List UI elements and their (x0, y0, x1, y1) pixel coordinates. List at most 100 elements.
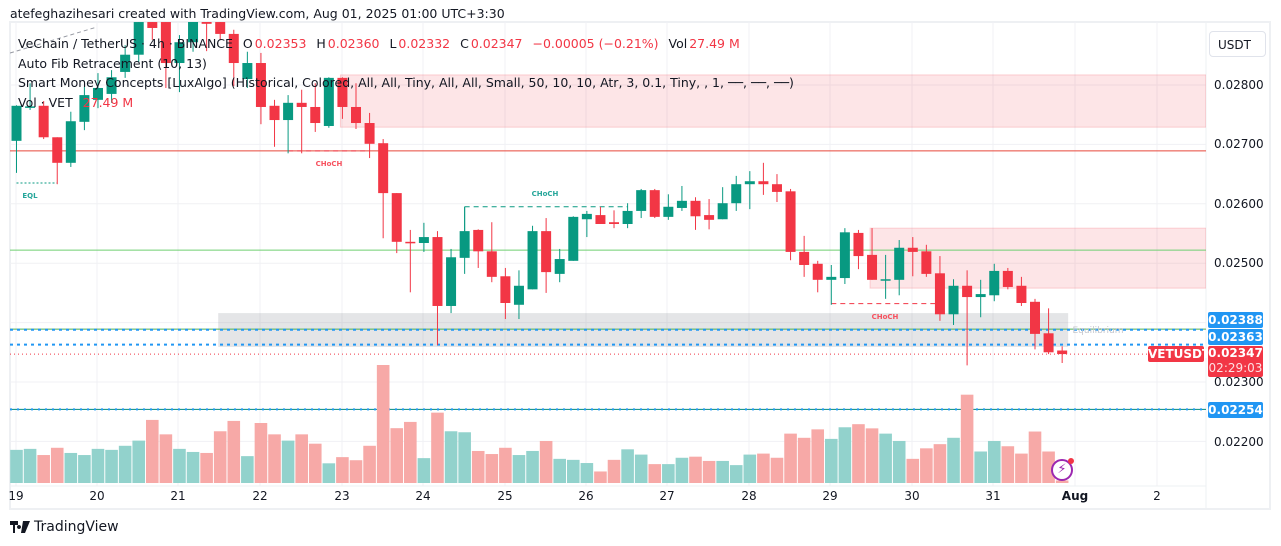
eql-label: EQL (22, 192, 38, 200)
volume-bar (471, 450, 485, 483)
time-tick: 30 (904, 489, 920, 503)
volume-bar (295, 434, 308, 483)
choch-label: CHoCH (315, 160, 343, 168)
notification-dot (1068, 458, 1074, 464)
volume-bar (417, 458, 431, 483)
volume-bar (241, 456, 254, 483)
candle-body (120, 54, 131, 72)
candle-body (25, 106, 36, 108)
candle-body (147, 22, 158, 28)
volume-bar (825, 438, 838, 483)
candle-body (785, 191, 796, 252)
change-value: −0.00005 (−0.21%) (532, 36, 659, 51)
indicator-smc[interactable]: Smart Money Concepts [LuxAlgo] (Historic… (18, 75, 794, 90)
volume-bar (716, 460, 729, 483)
lightning-alert-button[interactable]: ⚡ (1051, 458, 1074, 481)
volume-bar (987, 440, 1001, 483)
candle-body (92, 87, 103, 100)
equilibrium-zone (218, 313, 1069, 347)
candle-body (690, 200, 701, 217)
tradingview-logo[interactable]: TradingView (10, 519, 119, 535)
candle-body (513, 285, 524, 305)
volume-bar (404, 421, 417, 483)
lightning-icon: ⚡ (1057, 462, 1067, 477)
volume-bar (906, 458, 920, 483)
close-label: C (460, 36, 469, 51)
time-tick: 24 (415, 489, 431, 503)
candle-body (391, 193, 402, 242)
candle-body (676, 200, 687, 208)
volume-bar (78, 455, 91, 483)
equilibrium-label: Equilibrium (1072, 326, 1124, 336)
last-price-badge: 0.02347 02:29:03 (1208, 346, 1263, 377)
time-tick: 28 (741, 489, 757, 503)
volume-label: Vol (668, 36, 688, 51)
volume-bar (539, 440, 553, 483)
volume-bar (960, 394, 974, 483)
brand-name: TradingView (34, 519, 119, 535)
symbol-title[interactable]: VeChain / TetherUS · 4h · BINANCE (18, 36, 233, 51)
fib-trend-line (10, 26, 98, 54)
chart-legend: VeChain / TetherUS · 4h · BINANCE O 0.023… (18, 34, 794, 112)
candle-body (160, 22, 171, 64)
legend-symbol-row: VeChain / TetherUS · 4h · BINANCE O 0.023… (18, 34, 794, 54)
volume-bar (50, 447, 64, 483)
low-label: L (389, 36, 397, 51)
volume-bar (132, 440, 146, 483)
volume-bar (974, 451, 987, 483)
candle-body (446, 257, 457, 306)
volume-bar (607, 459, 621, 483)
candle-body (541, 231, 552, 273)
candle-body (948, 285, 959, 315)
volume-bar (675, 457, 689, 483)
candle-body (296, 102, 307, 107)
volume-bar (566, 459, 580, 483)
candle-body (554, 259, 565, 274)
candle-body (867, 254, 878, 280)
candle-body (432, 237, 443, 306)
time-tick: 23 (334, 489, 350, 503)
candle-body (595, 215, 606, 224)
open-label: O (242, 36, 253, 51)
currency-button[interactable]: USDT (1209, 31, 1266, 57)
candle-body (215, 22, 226, 34)
volume-bar (23, 448, 37, 483)
volume-bar (499, 447, 512, 483)
volume-bar (757, 453, 770, 483)
volume-bar (621, 449, 634, 483)
candle-body (1043, 333, 1054, 353)
candle-body (527, 231, 538, 290)
candle-body (255, 63, 266, 107)
indicator-fib[interactable]: Auto Fib Retracement (10, 13) (18, 55, 207, 71)
premium-supply-zone (339, 74, 1206, 128)
candle-body (894, 247, 905, 280)
candle-body (717, 203, 728, 220)
candle-body (771, 184, 782, 192)
price-tick: 0.02700 (1214, 137, 1264, 151)
candle-body (323, 77, 334, 126)
volume-bar (37, 455, 50, 483)
price-tick: 0.02800 (1214, 78, 1264, 92)
volume-bar (1055, 480, 1069, 483)
volume-bar (227, 420, 241, 483)
volume-bar (390, 428, 404, 483)
volume-bar (743, 454, 757, 483)
volume-bar (947, 437, 960, 483)
volume-bar (594, 471, 607, 483)
candle-body (405, 241, 416, 244)
candle-body (758, 181, 769, 185)
price-badge-0.02388: 0.02388 (1208, 312, 1263, 328)
indicator-volume[interactable]: Vol · VET 27.49 M (18, 93, 794, 113)
volume-bar (254, 423, 268, 483)
volume-bar (336, 457, 349, 483)
volume-bar (553, 458, 566, 483)
candle-body (174, 42, 185, 64)
price-badge-0.02254: 0.02254 (1208, 402, 1263, 418)
volume-bar (689, 456, 702, 483)
volume-bar (64, 452, 78, 483)
tradingview-logo-icon (10, 521, 30, 533)
candle-body (934, 273, 945, 315)
candle-body (242, 63, 253, 80)
candle-body (378, 143, 389, 194)
